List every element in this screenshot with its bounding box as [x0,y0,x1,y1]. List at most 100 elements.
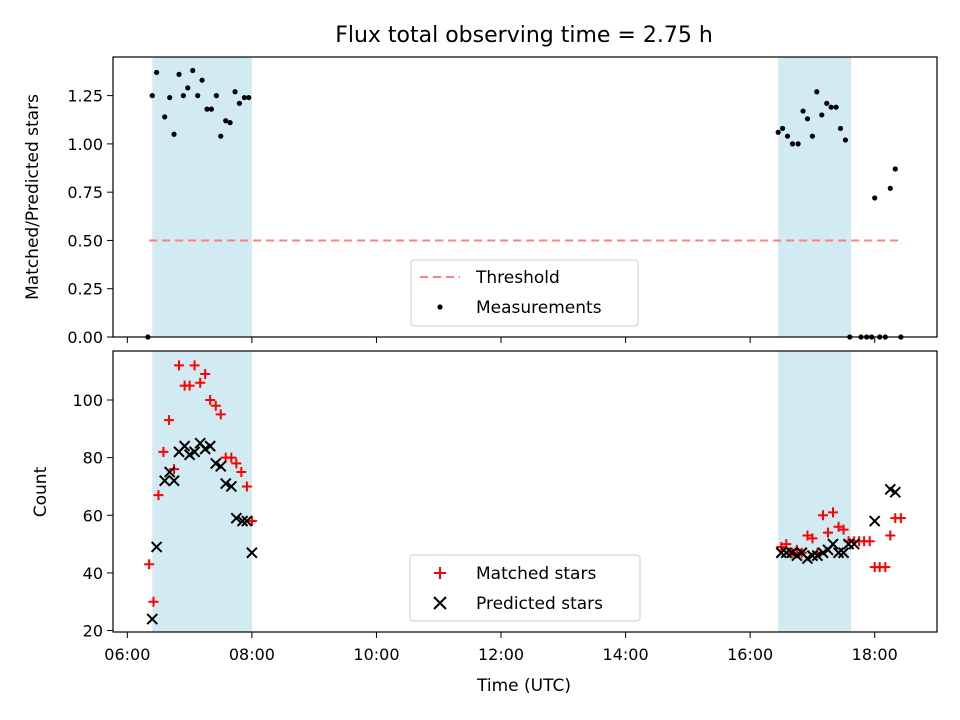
measurement-point [837,125,844,132]
measurement-point [232,89,238,95]
bottom-x-tick-label-1: 08:00 [229,645,275,664]
top-shade-1 [778,57,852,337]
bottom-y-tick-label-3: 80 [83,449,103,468]
bottom-y-tick-label-2: 60 [83,506,103,525]
bottom-x-tick-label-5: 16:00 [727,645,773,664]
legend-predicted-label: Predicted stars [476,594,603,614]
measurement-point [824,100,830,106]
matched-star-marker [864,536,875,547]
top-y-tick-label-0: 0.00 [67,328,103,347]
measurement-point [892,166,898,172]
predicted-star-marker [225,480,238,493]
predicted-star-marker [230,512,243,524]
predicted-star-marker [775,547,788,559]
measurement-point [204,106,210,112]
matched-star-marker [153,490,164,501]
predicted-star-marker [832,547,845,559]
bottom-y-tick-label-1: 40 [83,564,103,583]
bottom-y-axis-label: Count [31,466,51,517]
measurement-point [176,71,182,77]
predicted-star-marker [215,460,227,472]
top-legend-box [410,259,639,327]
matched-star-marker [174,360,185,371]
matched-star-marker [158,446,169,457]
matched-star-marker [895,513,906,524]
top-y-axis-label: Matched/Predicted stars [23,94,43,300]
predicted-star-marker [236,515,249,527]
measurement-point [223,118,229,124]
measurement-point [162,114,168,120]
predicted-star-marker [168,474,180,487]
measurement-point [195,93,201,99]
matched-star-marker [241,481,252,492]
bottom-plot-frame [112,350,938,633]
measurement-point [185,85,191,91]
top-y-tick-label-4: 1.00 [67,135,103,154]
matched-star-marker [200,369,211,380]
matched-star-marker [148,596,159,607]
bottom-x-tick-label-6: 18:00 [852,645,898,664]
bottom-panel: 20 40 60 80 100 06:00 08:00 10:00 12:00 14:00 16:… [31,350,938,696]
legend-measurements-label: Measurements [476,298,602,318]
bottom-legend: Matched stars Predicted stars [409,554,641,622]
predicted-star-marker [848,538,860,550]
top-y-tick-label-5: 1.25 [67,87,103,106]
matched-star-marker [236,467,247,478]
legend-predicted-swatch [433,596,447,610]
legend-measurements-swatch [437,304,443,310]
top-y-tick-label-3: 0.75 [67,183,103,202]
predicted-star-marker [158,474,171,487]
measurement-point [833,104,839,110]
measurement-point [804,116,811,122]
top-legend: Threshold Measurements [410,259,639,327]
matched-star-marker [195,377,206,388]
bottom-x-tick-label-4: 14:00 [603,645,649,664]
matched-star-marker [205,394,216,405]
predicted-star-marker [220,477,232,490]
measurement-point [872,195,878,201]
bottom-x-tick-label-2: 10:00 [353,645,399,664]
measurement-point [819,112,825,118]
matched-star-marker [144,559,155,570]
matched-star-marker [781,539,792,550]
matched-star-marker [246,516,257,527]
bottom-y-tick-label-4: 100 [72,391,103,410]
measurement-point [153,69,160,76]
predicted-star-marker [241,515,253,527]
measurement-point [213,93,219,99]
predicted-star-marker [163,466,176,478]
measurement-point [167,94,173,101]
measurement-point [809,133,816,139]
top-y-tick-label-2: 0.50 [67,231,103,250]
matched-star-marker [823,527,834,538]
predicted-star-marker [889,486,901,498]
predicted-star-marker [827,538,839,550]
top-shade-0 [152,57,252,337]
bottom-shade-1 [778,351,852,632]
matched-star-marker [164,415,175,426]
top-shaded-intervals [152,57,852,337]
measurement-point [795,141,801,147]
predicted-star-marker [837,547,850,559]
matched-star-marker [169,464,180,475]
predicted-star-marker [178,440,191,452]
predicted-star-marker [246,547,258,559]
chart-title: Flux total observing time = 2.75 h [335,23,713,48]
matched-star-marker [231,458,242,469]
measurement-point [800,108,806,114]
measurement-point [199,77,205,83]
matched-star-marker [189,360,200,371]
top-y-tick-label-1: 0.25 [67,280,103,299]
measurement-point [241,94,248,101]
matched-star-marker [818,510,829,521]
top-panel: 0.00 0.25 0.50 0.75 1.00 1.25 Matched/Predict… [23,56,938,347]
measurement-point [236,100,243,106]
predicted-star-marker [188,446,201,458]
legend-matched-swatch [434,567,446,579]
measurement-point [775,129,781,135]
bottom-y-axis: 20 40 60 80 100 [72,391,113,641]
measurement-point [814,89,820,95]
measurement-point [190,67,196,74]
measurement-point [246,94,252,101]
